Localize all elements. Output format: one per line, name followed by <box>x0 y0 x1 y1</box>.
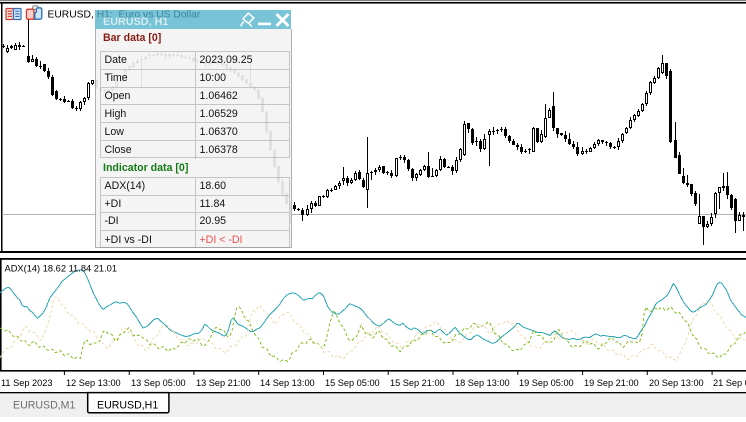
svg-text:EURUSD,M1: EURUSD,M1 <box>13 399 76 411</box>
svg-text:15 Sep 05:00: 15 Sep 05:00 <box>325 378 380 388</box>
svg-text:13 Sep 05:00: 13 Sep 05:00 <box>131 378 186 388</box>
svg-text:11 Sep 2023: 11 Sep 2023 <box>1 378 52 388</box>
svg-text:21 Sep 05:00: 21 Sep 05:00 <box>713 378 746 388</box>
svg-text:19 Sep 21:00: 19 Sep 21:00 <box>584 378 639 388</box>
svg-text:20 Sep 13:00: 20 Sep 13:00 <box>649 378 704 388</box>
svg-text:12 Sep 13:00: 12 Sep 13:00 <box>66 378 121 388</box>
svg-text:18 Sep 13:00: 18 Sep 13:00 <box>455 378 510 388</box>
svg-text:EURUSD,H1: EURUSD,H1 <box>97 399 158 411</box>
svg-text:13 Sep 21:00: 13 Sep 21:00 <box>196 378 251 388</box>
svg-text:15 Sep 21:00: 15 Sep 21:00 <box>390 378 445 388</box>
svg-text:ADX(14) 18.62 11.84 21.01: ADX(14) 18.62 11.84 21.01 <box>5 264 118 274</box>
svg-text:14 Sep 13:00: 14 Sep 13:00 <box>260 378 315 388</box>
svg-text:19 Sep 05:00: 19 Sep 05:00 <box>519 378 574 388</box>
